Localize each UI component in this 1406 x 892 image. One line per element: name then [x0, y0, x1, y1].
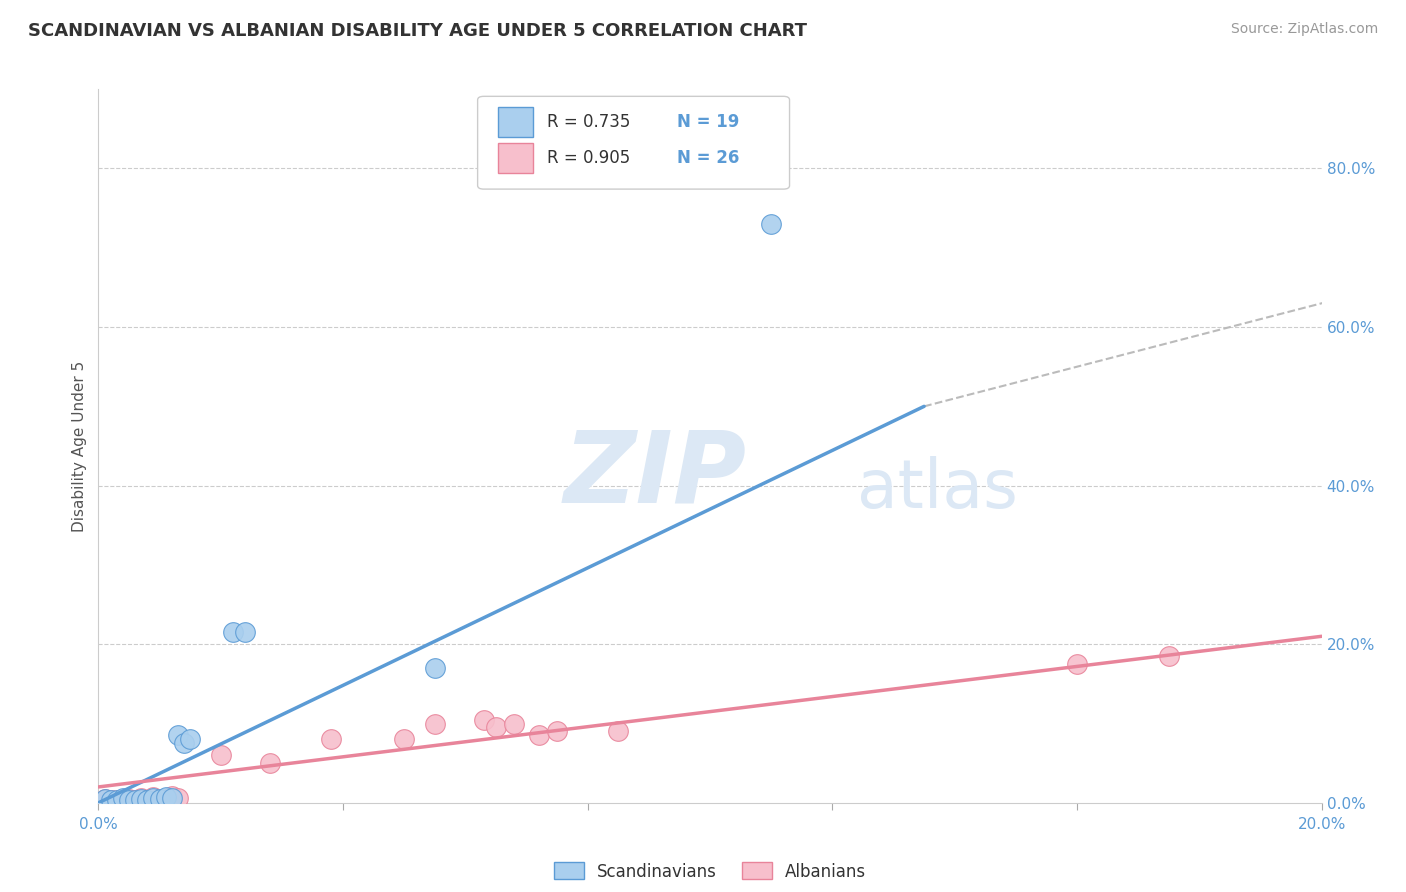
Point: [129, 791, 152, 805]
Point: [472, 713, 495, 727]
Point: [124, 792, 146, 806]
Point: [129, 792, 152, 806]
Point: [160, 789, 183, 804]
Point: [759, 217, 782, 231]
Point: [209, 748, 232, 763]
Point: [546, 724, 568, 739]
Point: [93, 792, 115, 806]
Point: [167, 791, 190, 805]
Point: [142, 790, 165, 805]
Text: N = 19: N = 19: [678, 113, 740, 131]
Point: [100, 792, 122, 806]
Point: [233, 625, 256, 640]
Point: [1066, 657, 1088, 671]
Text: Source: ZipAtlas.com: Source: ZipAtlas.com: [1230, 22, 1378, 37]
Point: [118, 792, 141, 806]
Point: [93, 792, 115, 806]
Point: [423, 661, 446, 675]
Point: [607, 724, 630, 739]
Point: [319, 732, 342, 747]
Point: [105, 793, 128, 807]
Point: [173, 736, 195, 750]
Point: [149, 792, 172, 806]
Point: [527, 728, 550, 742]
Text: SCANDINAVIAN VS ALBANIAN DISABILITY AGE UNDER 5 CORRELATION CHART: SCANDINAVIAN VS ALBANIAN DISABILITY AGE …: [28, 22, 807, 40]
Point: [136, 792, 159, 806]
Point: [485, 721, 508, 735]
Point: [423, 716, 446, 731]
Point: [155, 790, 177, 805]
Point: [222, 625, 245, 640]
Point: [167, 728, 190, 742]
FancyBboxPatch shape: [478, 96, 790, 189]
Point: [149, 792, 172, 806]
FancyBboxPatch shape: [498, 107, 533, 137]
Point: [118, 792, 141, 806]
Y-axis label: Disability Age Under 5: Disability Age Under 5: [72, 360, 87, 532]
Text: ZIP: ZIP: [564, 426, 747, 523]
Point: [179, 732, 201, 747]
Text: R = 0.905: R = 0.905: [547, 149, 631, 167]
Point: [155, 792, 177, 806]
Point: [160, 791, 183, 805]
Point: [105, 793, 128, 807]
Legend: Scandinavians, Albanians: Scandinavians, Albanians: [547, 855, 873, 888]
Point: [124, 793, 146, 807]
Point: [142, 791, 165, 805]
Point: [392, 732, 416, 747]
Text: atlas: atlas: [856, 456, 1018, 522]
Point: [136, 793, 159, 807]
Point: [259, 756, 281, 771]
Point: [100, 792, 122, 806]
Text: N = 26: N = 26: [678, 149, 740, 167]
Point: [1157, 649, 1180, 664]
Text: R = 0.735: R = 0.735: [547, 113, 631, 131]
Point: [111, 794, 134, 808]
Point: [503, 716, 526, 731]
Point: [111, 791, 134, 805]
FancyBboxPatch shape: [498, 143, 533, 173]
